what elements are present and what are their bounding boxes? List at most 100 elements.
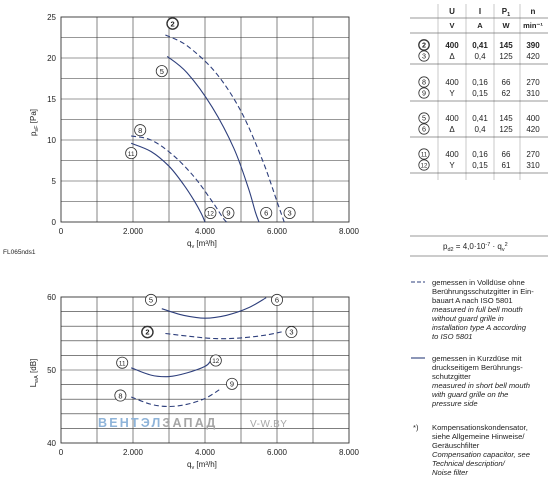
curve-marker-11-circle <box>125 147 138 160</box>
curve-marker-3-circle <box>283 206 296 219</box>
ytick-label: 10 <box>47 136 56 145</box>
row-id-circle <box>418 87 430 99</box>
xtick-label: 2.000 <box>123 227 144 236</box>
row-power: 62 <box>502 89 511 98</box>
table-row-6: 6 Δ 0,4 125 420 <box>418 123 540 135</box>
curve-marker-2: 2 <box>166 17 179 30</box>
curve-marker-11-circle <box>116 356 129 369</box>
row-current: 0,16 <box>472 150 488 159</box>
curve-marker-5-circle <box>144 293 157 306</box>
legend-dashed-text: Berührungsschutzgitter in Ein- <box>432 287 534 296</box>
ytick-label: 60 <box>47 293 56 302</box>
row-voltage: Y <box>449 161 455 170</box>
row-speed: 390 <box>526 41 540 50</box>
curve-marker-8: 8 <box>134 124 147 137</box>
series-line-11-12 <box>131 360 211 378</box>
row-power: 145 <box>499 114 513 123</box>
curve-marker-11: 11 <box>116 356 129 369</box>
row-speed: 270 <box>526 78 540 87</box>
curve-marker-8-label: 8 <box>118 391 122 400</box>
figure-id: FL065nds1 <box>3 249 36 256</box>
table-header: n <box>531 7 536 16</box>
xtick-label: 4.000 <box>195 448 216 457</box>
table-header: U <box>449 7 455 16</box>
row-voltage: Δ <box>449 125 455 134</box>
xtick-label: 0 <box>59 227 64 236</box>
ytick-label: 20 <box>47 54 56 63</box>
watermark: ВЕНТЭЛЗАПАД <box>98 416 218 430</box>
row-id-circle <box>418 112 430 124</box>
series-line-2 <box>165 34 285 223</box>
row-speed: 420 <box>526 125 540 134</box>
legend-note-text-en: Compensation capacitor, see <box>432 450 530 459</box>
row-voltage: 400 <box>445 150 459 159</box>
series-line-8-9 <box>131 389 220 408</box>
xtick-label: 4.000 <box>195 227 216 236</box>
curve-marker-6: 6 <box>270 293 283 306</box>
row-id: 5 <box>422 114 426 123</box>
table-row-3: 3 Δ 0,4 125 420 <box>418 50 540 62</box>
legend-note-text: Geräuschfilter <box>432 441 480 450</box>
curve-marker-9-label: 9 <box>226 209 230 218</box>
ytick-label: 50 <box>47 366 56 375</box>
row-id: 8 <box>422 78 426 87</box>
curve-marker-9-label: 9 <box>230 380 234 389</box>
legend-dashed-text-en: installation type A according <box>432 323 527 332</box>
row-id-circle <box>418 159 430 171</box>
row-id-circle <box>418 148 430 160</box>
curve-marker-5-label: 5 <box>149 296 153 305</box>
curve-marker-5-circle <box>155 65 168 78</box>
legend-note-text: Kompensationskondensator, <box>432 423 528 432</box>
legend-note: *) Kompensationskondensator,siehe Allgeme… <box>413 423 530 477</box>
x-axis-label: qv [m³/h] <box>187 239 217 250</box>
curve-marker-2-label: 2 <box>145 328 149 337</box>
row-power: 125 <box>499 125 513 134</box>
curve-marker-6-label: 6 <box>275 296 279 305</box>
curve-marker-5-label: 5 <box>160 67 164 76</box>
curve-marker-9-circle <box>222 206 235 219</box>
row-current: 0,15 <box>472 89 488 98</box>
curve-marker-9-circle <box>225 377 238 390</box>
curve-marker-11: 11 <box>125 147 138 160</box>
legend-solid-text: gemessen in Kurzdüse mit <box>432 354 522 363</box>
row-power: 145 <box>499 41 513 50</box>
row-power: 66 <box>502 78 511 87</box>
row-id-circle <box>418 123 430 135</box>
row-id: 2 <box>422 41 426 50</box>
ytick-label: 40 <box>47 439 56 448</box>
row-current: 0,4 <box>474 125 486 134</box>
series-line-8 <box>131 135 228 223</box>
legend-solid-text-en: pressure side <box>431 399 478 408</box>
curve-marker-11-label: 11 <box>128 151 135 158</box>
pressure-formula: pd2 = 4,0·10-7 · qv2 <box>443 242 508 253</box>
curve-marker-2: 2 <box>141 325 154 339</box>
curve-marker-5: 5 <box>144 293 157 306</box>
curve-marker-11-label: 11 <box>119 360 126 367</box>
row-id: 11 <box>421 153 428 159</box>
table-unit: W <box>502 21 510 30</box>
xtick-label: 2.000 <box>123 448 144 457</box>
curve-marker-6: 6 <box>260 206 273 219</box>
row-voltage: Y <box>449 89 455 98</box>
curve-marker-8-label: 8 <box>138 126 142 135</box>
xtick-label: 8.000 <box>339 227 360 236</box>
curve-marker-2-label: 2 <box>171 19 175 28</box>
legend-solid-text-en: with guard grille on the <box>432 390 508 399</box>
row-speed: 310 <box>526 89 540 98</box>
row-current: 0,41 <box>472 41 488 50</box>
row-id: 9 <box>422 89 426 98</box>
legend-dashed-text: gemessen in Volldüse ohne <box>432 278 525 287</box>
table-row-5: 5 400 0,41 145 400 <box>418 112 540 124</box>
table-unit: A <box>477 21 483 30</box>
legend-solid-text: druckseitigem Berührungs- <box>432 363 523 372</box>
row-id-circle <box>418 76 430 88</box>
series-line-11 <box>130 142 206 223</box>
row-power: 125 <box>499 52 513 61</box>
row-voltage: Δ <box>449 52 455 61</box>
xtick-label: 6.000 <box>267 448 288 457</box>
legend-note-text: siehe Allgemeine Hinweise/ <box>432 432 525 441</box>
